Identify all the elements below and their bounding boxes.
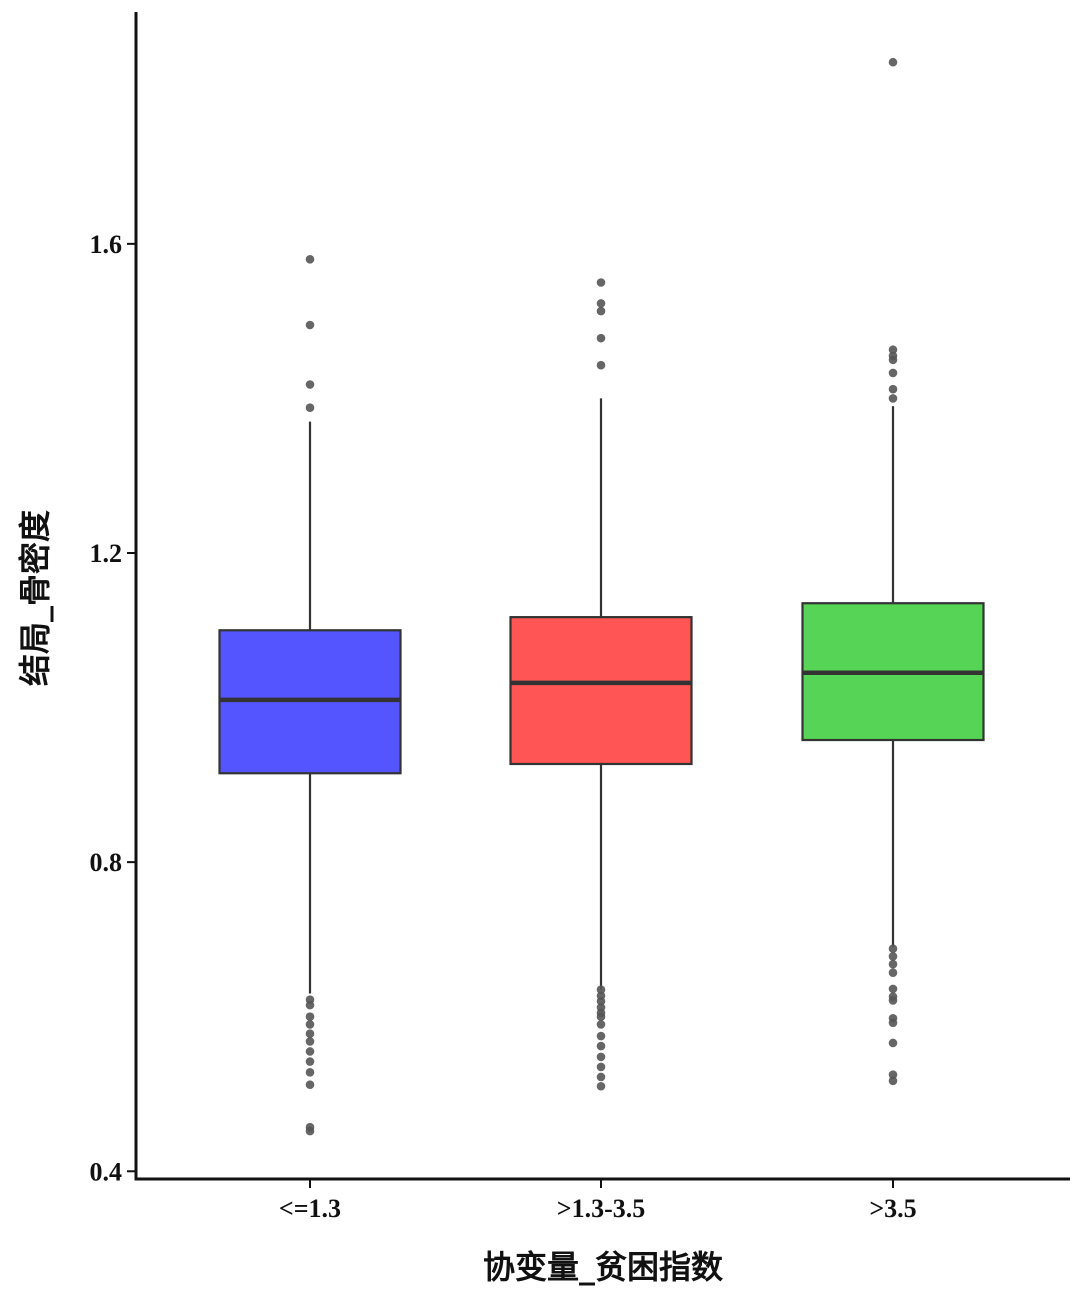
y-ticks-layer: 0.4 0.8 1.2 1.6 — [90, 230, 136, 1186]
y-tick-label: 0.4 — [90, 1157, 123, 1186]
outlier-point — [888, 996, 898, 1005]
outlier-point — [888, 1038, 898, 1048]
outlier-point — [305, 380, 315, 389]
outlier-point — [596, 1081, 606, 1091]
outlier-point — [888, 968, 898, 977]
outlier-point — [596, 278, 606, 287]
outlier-point — [888, 1018, 898, 1028]
x-tick-label: >1.3-3.5 — [557, 1194, 645, 1223]
outlier-point — [596, 1031, 606, 1041]
outlier-point — [305, 320, 315, 330]
outlier-point — [596, 333, 606, 343]
outlier-point — [888, 368, 898, 378]
outlier-point — [888, 345, 898, 355]
outlier-point — [305, 1068, 315, 1077]
outlier-point — [888, 1076, 898, 1086]
outlier-point — [596, 360, 606, 370]
outlier-point — [305, 1020, 315, 1029]
outlier-point — [596, 306, 606, 316]
outlier-point — [305, 1057, 315, 1066]
outlier-point — [888, 384, 898, 394]
outlier-point — [596, 1052, 606, 1062]
iqr-box — [509, 616, 693, 766]
outlier-point — [305, 1029, 315, 1039]
outlier-point — [888, 952, 898, 961]
y-tick-label: 1.2 — [90, 539, 123, 568]
box-group — [801, 57, 985, 1086]
outlier-point — [888, 984, 898, 994]
outlier-point — [888, 394, 898, 403]
outlier-point — [888, 944, 898, 953]
outlier-point — [305, 255, 315, 264]
x-ticks-layer: <=1.3 >1.3-3.5 >3.5 — [279, 1179, 917, 1223]
y-tick-label: 0.8 — [90, 848, 123, 877]
outlier-point — [305, 1037, 315, 1046]
outlier-point — [596, 1072, 606, 1082]
outlier-point — [305, 1126, 315, 1136]
outlier-point — [305, 1047, 315, 1056]
axes-layer — [134, 12, 1070, 1181]
outlier-point — [888, 959, 898, 969]
outlier-point — [596, 1012, 606, 1022]
outlier-point — [305, 1080, 315, 1090]
x-tick-label: <=1.3 — [279, 1194, 341, 1223]
outlier-point — [305, 1012, 315, 1022]
outlier-point — [596, 1041, 606, 1051]
y-tick-label: 1.6 — [90, 230, 123, 259]
box-group — [218, 255, 402, 1136]
x-axis-title: 协变量_贫困指数 — [483, 1248, 724, 1286]
box-group — [509, 278, 693, 1091]
outlier-point — [596, 985, 606, 994]
outlier-point — [888, 355, 898, 365]
outlier-point — [596, 1020, 606, 1029]
x-tick-label: >3.5 — [869, 1194, 916, 1223]
outlier-point — [596, 996, 606, 1006]
y-axis-title: 结局_骨密度 — [16, 510, 54, 686]
outlier-point — [305, 1000, 315, 1010]
outlier-point — [888, 57, 898, 67]
outlier-point — [888, 1070, 898, 1079]
outlier-point — [305, 403, 315, 412]
boxes-layer — [218, 57, 985, 1136]
outlier-point — [596, 1062, 606, 1072]
outlier-point — [596, 299, 606, 308]
